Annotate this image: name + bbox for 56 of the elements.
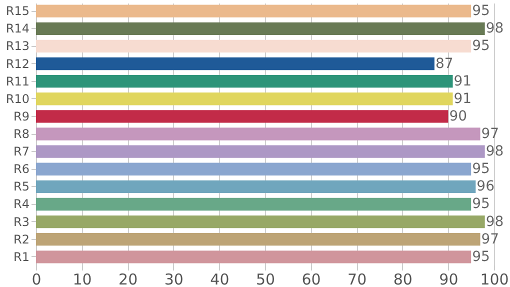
y-tick-label: R3	[14, 214, 30, 229]
data-label: 95	[472, 248, 490, 265]
x-tick-label: 20	[118, 270, 138, 287]
y-tick-label: R7	[14, 144, 30, 159]
bar	[36, 57, 434, 70]
y-tick-label: R8	[14, 127, 30, 141]
data-label: 95	[472, 196, 490, 212]
x-tick-label: 100	[480, 270, 509, 287]
y-tick-label: R2	[14, 232, 30, 246]
bar	[36, 22, 485, 35]
y-tick-label: R9	[14, 109, 30, 124]
data-label: 97	[481, 126, 500, 142]
bar	[36, 40, 472, 53]
y-tick-label: R4	[14, 197, 30, 212]
data-label: 95	[472, 3, 490, 20]
y-tick-label: R10	[6, 92, 30, 106]
y-tick-label: R13	[6, 39, 30, 54]
bar	[36, 145, 485, 158]
data-label: 97	[481, 231, 500, 248]
y-tick-label: R14	[6, 22, 30, 36]
data-label: 87	[435, 56, 454, 72]
x-tick-label: 50	[256, 270, 276, 287]
data-label: 91	[454, 73, 472, 90]
x-tick-label: 60	[302, 270, 321, 287]
y-tick-label: R5	[14, 180, 30, 194]
data-label: 95	[472, 38, 490, 54]
data-label: 98	[486, 20, 504, 37]
data-label: 95	[472, 161, 490, 178]
bar	[36, 74, 453, 88]
data-label: 90	[449, 108, 468, 124]
x-tick-label: 90	[439, 270, 458, 287]
bar	[36, 110, 448, 123]
bar	[36, 250, 472, 264]
bar	[36, 92, 453, 106]
bar	[36, 233, 480, 246]
bar	[36, 215, 485, 228]
y-tick-label: R15	[6, 4, 30, 18]
x-tick-label: 10	[72, 270, 92, 287]
data-label: 98	[486, 144, 504, 160]
x-tick-label: 0	[32, 270, 42, 287]
data-label: 98	[486, 214, 504, 230]
y-tick-label: R11	[6, 74, 30, 88]
y-tick-label: R1	[14, 250, 30, 264]
x-tick-label: 30	[164, 270, 184, 287]
data-label: 91	[454, 90, 472, 107]
y-tick-label: R6	[14, 162, 30, 176]
y-tick-label: R12	[6, 56, 30, 71]
bar	[36, 180, 476, 194]
data-label: 96	[476, 178, 495, 195]
x-tick-label: 80	[393, 270, 412, 287]
bar	[36, 4, 472, 18]
bar	[36, 128, 480, 140]
x-tick-label: 70	[348, 270, 367, 287]
bar	[36, 162, 472, 176]
bar	[36, 198, 472, 211]
x-tick-label: 40	[210, 270, 230, 287]
